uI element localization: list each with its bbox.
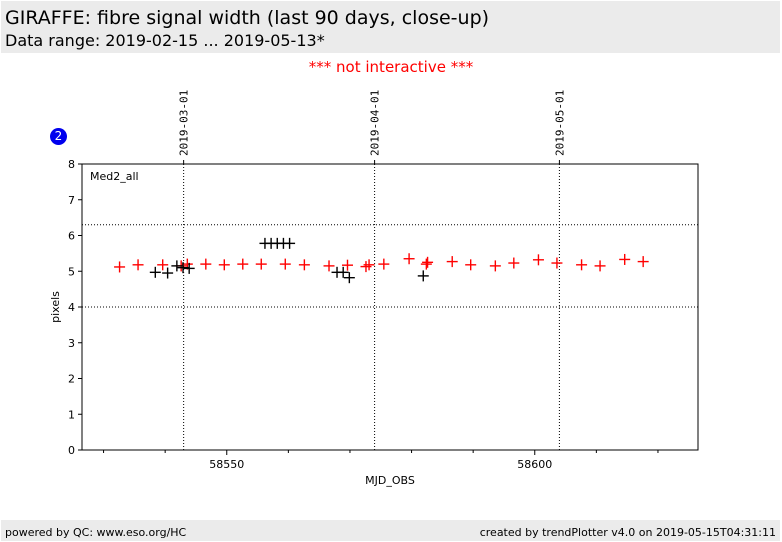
- data-point: [619, 253, 631, 265]
- y-tick-label: 7: [68, 194, 75, 207]
- y-tick-label: 2: [68, 373, 75, 386]
- date-marker-label: 2019-03-01: [178, 90, 191, 156]
- date-marker-label: 2019-05-01: [553, 90, 566, 156]
- footer-bar: powered by QC: www.eso.org/HC created by…: [1, 520, 780, 541]
- data-markers: [114, 237, 649, 284]
- y-tick-label: 8: [68, 158, 75, 171]
- reference-lines: [82, 224, 698, 308]
- data-point: [532, 254, 544, 266]
- data-point: [576, 259, 588, 271]
- data-point: [177, 262, 189, 274]
- data-point: [171, 260, 183, 272]
- data-point: [183, 262, 195, 274]
- data-point: [489, 260, 501, 272]
- y-axis-label: pixels: [49, 291, 62, 323]
- data-point: [114, 261, 126, 273]
- data-point: [323, 260, 335, 272]
- data-point: [279, 258, 291, 270]
- date-marker-lines: 2019-03-01 2019-04-01 2019-05-01: [178, 90, 566, 450]
- y-tick-label: 5: [68, 265, 75, 278]
- plot-frame: [81, 163, 699, 451]
- x-tick-label: 58550: [209, 458, 244, 471]
- date-marker-label: 2019-04-01: [369, 90, 382, 156]
- data-point: [403, 253, 415, 265]
- data-point: [551, 257, 563, 269]
- data-point: [284, 237, 296, 249]
- y-tick-label: 6: [68, 230, 75, 243]
- data-point: [157, 259, 169, 271]
- data-point: [341, 259, 353, 271]
- y-tick-label: 0: [68, 444, 75, 457]
- header-bar: GIRAFFE: fibre signal width (last 90 day…: [1, 1, 780, 53]
- data-point: [337, 266, 349, 278]
- data-point: [343, 272, 355, 284]
- data-point: [637, 256, 649, 268]
- data-point: [446, 256, 458, 268]
- panel-label: Med2_all: [90, 170, 139, 183]
- data-point: [363, 259, 375, 271]
- data-point: [162, 267, 174, 279]
- data-point: [594, 260, 606, 272]
- x-tick-label: 58600: [517, 458, 552, 471]
- y-tick-label: 4: [68, 301, 75, 314]
- data-point: [465, 259, 477, 271]
- data-point: [200, 258, 212, 270]
- data-point: [255, 258, 267, 270]
- data-point: [420, 258, 432, 270]
- y-axis-ticks: 0 1 2 3 4 5 6 7 8: [68, 158, 82, 457]
- data-point: [132, 259, 144, 271]
- x-axis-ticks: 58550 58600: [103, 450, 659, 471]
- data-point: [422, 256, 434, 268]
- x-axis-label: MJD_OBS: [365, 474, 415, 487]
- data-point: [417, 270, 429, 282]
- plot-area: [82, 164, 698, 450]
- footer-credit: powered by QC: www.eso.org/HC: [5, 526, 187, 539]
- data-point: [237, 258, 249, 270]
- data-point: [218, 259, 230, 271]
- panel-number-badge[interactable]: 2: [50, 128, 67, 145]
- data-range-subtitle: Data range: 2019-02-15 ... 2019-05-13*: [5, 31, 325, 50]
- data-point: [508, 257, 520, 269]
- not-interactive-notice: *** not interactive ***: [308, 58, 474, 76]
- data-point: [378, 258, 390, 270]
- y-tick-label: 1: [68, 408, 75, 421]
- y-tick-label: 3: [68, 337, 75, 350]
- footer-created-by: created by trendPlotter v4.0 on 2019-05-…: [479, 526, 776, 539]
- page-title: GIRAFFE: fibre signal width (last 90 day…: [5, 7, 490, 29]
- data-point: [298, 259, 310, 271]
- data-point: [149, 266, 161, 278]
